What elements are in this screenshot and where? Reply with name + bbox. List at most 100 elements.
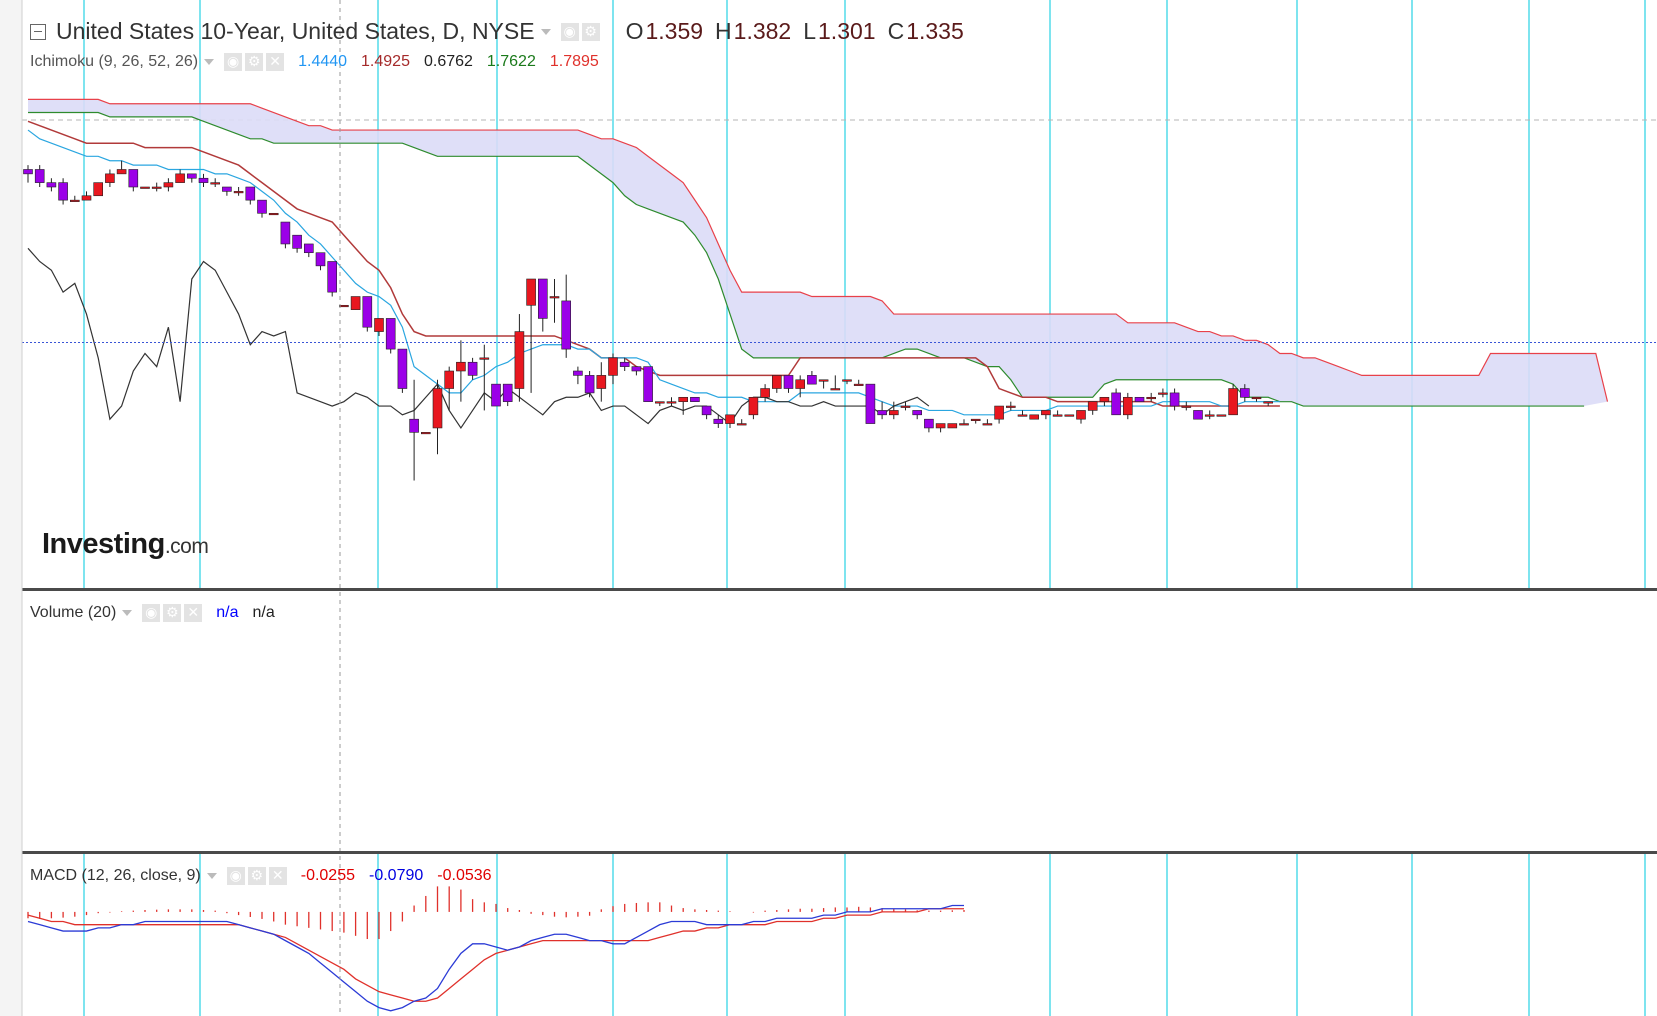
candle-body-41	[502, 383, 513, 402]
eye-icon[interactable]: ◉	[224, 53, 243, 71]
candle-49	[596, 362, 607, 402]
candle-77	[924, 418, 934, 433]
candle-35	[432, 379, 443, 455]
candle-7	[105, 169, 115, 187]
candle-21	[268, 212, 279, 216]
candle-body-69	[830, 388, 841, 391]
separator-volume-macd	[22, 851, 1657, 854]
gear-icon[interactable]: ⚙	[163, 604, 182, 622]
eye-icon[interactable]: ◉	[560, 22, 579, 41]
candle-body-14	[187, 173, 197, 179]
separator-main-volume	[22, 588, 1657, 591]
candle-37	[456, 340, 466, 402]
collapse-icon[interactable]	[30, 23, 46, 40]
candle-43	[526, 278, 536, 393]
candle-body-23	[292, 234, 302, 249]
candle-23	[292, 234, 302, 253]
macd-line	[27, 904, 964, 1012]
candle-body-58	[701, 405, 712, 416]
candle-body-55	[666, 401, 677, 404]
candle-41	[502, 383, 513, 407]
candle-body-76	[912, 410, 923, 416]
candle-body-92	[1099, 396, 1110, 402]
left-gutter	[0, 0, 22, 1016]
macd-label: MACD (12, 26, close, 9)	[30, 867, 201, 884]
candle-body-59	[713, 418, 724, 424]
gear-icon[interactable]: ⚙	[581, 22, 600, 41]
candle-body-65	[783, 375, 794, 389]
macd-signal-line	[27, 908, 964, 1002]
candle-33	[409, 379, 419, 481]
candle-27	[339, 304, 349, 308]
chevron-down-icon[interactable]	[122, 610, 133, 616]
candle-body-51	[619, 361, 630, 367]
candle-68	[818, 379, 829, 389]
candle-61	[736, 419, 747, 426]
candle-96	[1146, 392, 1156, 402]
candle-85	[1017, 410, 1028, 417]
candle-body-22	[280, 221, 291, 245]
ohlc-close-key: C	[887, 18, 905, 44]
candle-body-24	[303, 243, 314, 254]
candle-body-101	[1204, 414, 1215, 417]
candle-body-44	[537, 278, 548, 319]
macd-pane[interactable]	[27, 853, 1646, 1016]
chevron-down-icon[interactable]	[204, 59, 215, 65]
candle-8	[116, 160, 127, 175]
chevron-down-icon[interactable]	[206, 873, 217, 879]
candle-body-4	[70, 199, 80, 202]
symbol-legend: United States 10-Year, United States, D,…	[30, 18, 964, 45]
candle-72	[865, 383, 876, 424]
price-pane[interactable]	[22, 0, 1657, 588]
close-icon[interactable]: ✕	[184, 604, 203, 622]
eye-icon[interactable]: ◉	[226, 867, 245, 885]
candle-body-38	[467, 361, 478, 376]
volume-value-1: n/a	[216, 604, 239, 621]
candle-body-37	[456, 361, 466, 372]
ohlc-open: 1.359	[645, 18, 704, 44]
candle-52	[631, 366, 642, 376]
candle-2	[46, 178, 57, 192]
candle-body-7	[105, 173, 115, 183]
candle-17	[222, 186, 232, 196]
chevron-down-icon[interactable]	[540, 28, 551, 35]
close-icon[interactable]: ✕	[268, 867, 287, 885]
candle-body-18	[233, 191, 244, 194]
candle-body-28	[350, 296, 361, 310]
candle-body-21	[268, 212, 279, 216]
candle-45	[549, 279, 560, 323]
candle-57	[690, 396, 700, 402]
candle-16	[210, 178, 220, 187]
eye-icon[interactable]: ◉	[142, 604, 161, 622]
candle-body-27	[339, 304, 349, 308]
candle-body-13	[175, 173, 185, 183]
candle-body-104	[1240, 388, 1250, 398]
candle-body-12	[163, 182, 174, 188]
candle-body-2	[46, 182, 57, 188]
logo-brand: Investing	[42, 528, 165, 560]
candle-body-94	[1123, 396, 1133, 416]
candle-body-63	[760, 388, 770, 398]
gear-icon[interactable]: ⚙	[247, 867, 266, 885]
candle-5	[81, 191, 92, 201]
candle-body-50	[608, 357, 618, 376]
close-icon[interactable]: ✕	[266, 53, 285, 71]
candle-body-85	[1017, 414, 1028, 417]
candle-body-39	[479, 357, 490, 360]
candle-body-19	[245, 186, 256, 201]
candle-body-66	[795, 379, 806, 389]
ohlc-high: 1.382	[733, 18, 792, 44]
candle-body-45	[549, 296, 560, 299]
candle-body-9	[128, 169, 139, 188]
gear-icon[interactable]: ⚙	[245, 53, 264, 71]
candle-6	[93, 182, 103, 197]
volume-label: Volume (20)	[30, 604, 117, 621]
candle-94	[1123, 392, 1133, 420]
candle-54	[654, 401, 665, 407]
candle-30	[374, 318, 384, 336]
candle-51	[619, 357, 630, 371]
candle-40	[491, 383, 501, 407]
candle-body-100	[1193, 410, 1203, 420]
candle-body-73	[877, 410, 887, 416]
